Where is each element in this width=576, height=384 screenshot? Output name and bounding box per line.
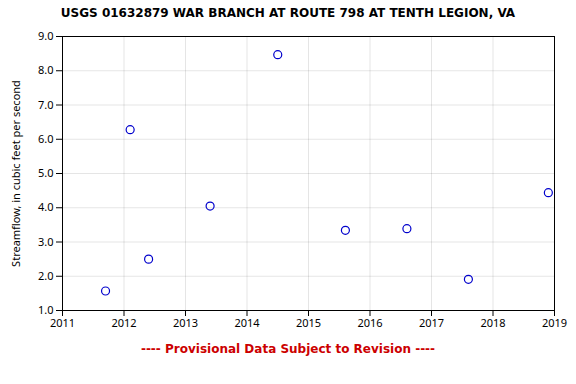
svg-text:2016: 2016: [357, 315, 382, 330]
svg-text:1.0: 1.0: [38, 302, 54, 317]
svg-text:2012: 2012: [111, 315, 136, 330]
svg-text:2018: 2018: [480, 315, 505, 330]
svg-text:5.0: 5.0: [38, 165, 54, 180]
svg-text:2017: 2017: [419, 315, 444, 330]
svg-text:2019: 2019: [542, 315, 567, 330]
html-text:---- Provisional Data Subject: ---- Provisional Data Subject to Revisio…: [140, 342, 436, 356]
html-text:USGS 01632879 WAR BRANCH AT RO: USGS 01632879 WAR BRANCH AT ROUTE 798 AT…: [60, 6, 516, 20]
svg-text:3.0: 3.0: [38, 234, 54, 249]
svg-text:8.0: 8.0: [38, 62, 54, 77]
svg-text:2014: 2014: [234, 315, 260, 330]
svg-text:2011: 2011: [50, 315, 75, 330]
svg-text:7.0: 7.0: [38, 97, 54, 112]
svg-text:2.0: 2.0: [38, 268, 54, 283]
svg-text:2013: 2013: [173, 315, 198, 330]
svg-text:2015: 2015: [296, 315, 321, 330]
svg-text:9.0: 9.0: [38, 28, 54, 43]
svg-text:Streamflow, in cubic feet per: Streamflow, in cubic feet per second: [8, 80, 23, 267]
svg-text:6.0: 6.0: [38, 131, 54, 146]
svg-text:4.0: 4.0: [38, 199, 54, 214]
